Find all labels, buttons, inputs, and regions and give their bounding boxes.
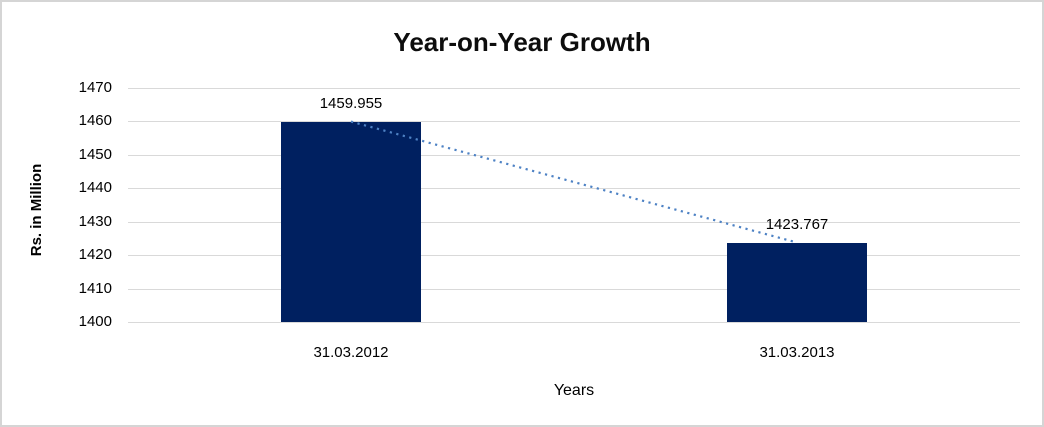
y-tick-label: 1430: [78, 213, 112, 230]
y-tick-label: 1450: [78, 146, 112, 163]
y-tick-label: 1400: [78, 313, 112, 330]
bar-data-label: 1423.767: [765, 216, 829, 233]
y-tick-label: 1420: [78, 246, 112, 263]
bar-data-label: 1459.955: [319, 95, 383, 112]
gridline: [128, 289, 1020, 290]
y-tick-label: 1470: [78, 79, 112, 96]
x-tick-label: 31.03.2012: [313, 344, 389, 361]
gridline: [128, 222, 1020, 223]
gridline: [128, 188, 1020, 189]
chart-title: Year-on-Year Growth: [393, 27, 651, 57]
gridline: [128, 155, 1020, 156]
y-tick-label: 1440: [78, 179, 112, 196]
gridline: [128, 121, 1020, 122]
gridline: [128, 88, 1020, 89]
bar: [281, 122, 421, 322]
gridline: [128, 255, 1020, 256]
y-tick-label: 1410: [78, 280, 112, 297]
y-tick-label: 1460: [78, 112, 112, 129]
gridline: [128, 322, 1020, 323]
x-tick-label: 31.03.2013: [759, 344, 835, 361]
x-axis-title: Years: [553, 382, 595, 399]
bar: [727, 243, 867, 322]
